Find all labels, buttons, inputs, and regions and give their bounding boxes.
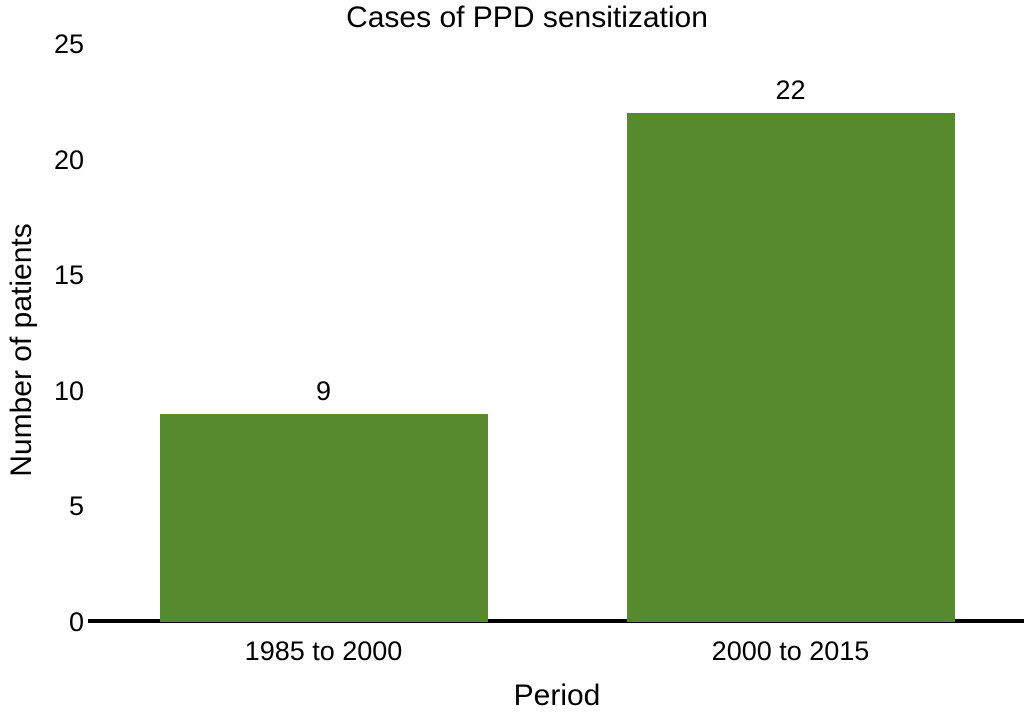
y-tick-label: 15 <box>53 260 84 291</box>
x-axis-line <box>88 619 1024 623</box>
bar <box>626 113 955 622</box>
bar <box>159 413 488 622</box>
chart-title: Cases of PPD sensitization <box>346 1 708 34</box>
bar-value-label: 9 <box>315 375 332 406</box>
x-tick-label: 2000 to 2015 <box>711 636 870 666</box>
y-tick-label: 20 <box>53 144 84 175</box>
x-axis-label: Period <box>513 679 601 712</box>
plot-area: 9 22 <box>90 44 1024 622</box>
x-tick-label: 1985 to 2000 <box>244 636 403 666</box>
y-tick-label: 10 <box>53 375 84 406</box>
y-tick-label: 5 <box>68 491 84 522</box>
bar-value-label: 22 <box>775 75 806 106</box>
y-axis-label: Number of patients <box>5 223 38 477</box>
y-tick-label: 0 <box>68 607 84 637</box>
y-tick-label: 25 <box>53 29 84 59</box>
